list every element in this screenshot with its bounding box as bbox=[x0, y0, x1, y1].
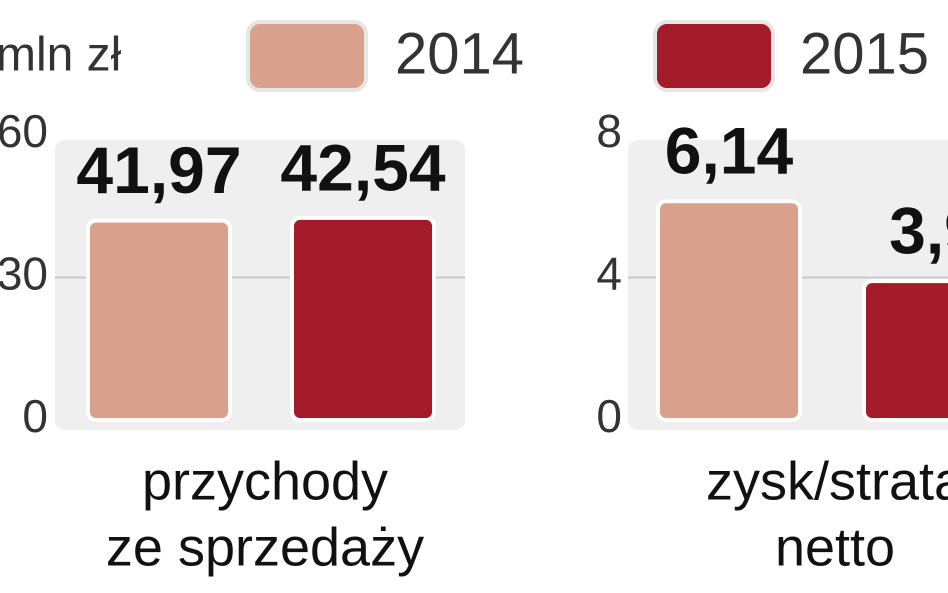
y-tick-label: 4 bbox=[596, 248, 622, 300]
category-label: netto bbox=[775, 517, 895, 577]
bar bbox=[86, 218, 232, 422]
category-label: zysk/strata bbox=[706, 451, 948, 511]
value-label: 41,97 bbox=[76, 133, 241, 207]
y-tick-label: 60 bbox=[0, 105, 48, 157]
value-label: 6,14 bbox=[665, 114, 794, 188]
legend-label: 2014 bbox=[395, 21, 524, 86]
unit-label: mln zł bbox=[0, 29, 122, 82]
y-tick-label: 0 bbox=[596, 390, 622, 442]
bar bbox=[656, 199, 802, 422]
category-label: przychody bbox=[142, 451, 388, 511]
y-tick-label: 0 bbox=[22, 390, 48, 442]
category-label: ze sprzedaży bbox=[106, 517, 424, 577]
legend-swatch bbox=[246, 20, 368, 92]
y-tick-label: 30 bbox=[0, 248, 48, 300]
y-tick-label: 8 bbox=[596, 105, 622, 157]
legend-swatch bbox=[653, 20, 775, 92]
bar bbox=[862, 279, 948, 422]
legend-label: 2015 bbox=[800, 21, 929, 86]
bar bbox=[290, 215, 436, 422]
value-label: 3,9 bbox=[889, 194, 948, 268]
value-label: 42,54 bbox=[280, 130, 445, 204]
